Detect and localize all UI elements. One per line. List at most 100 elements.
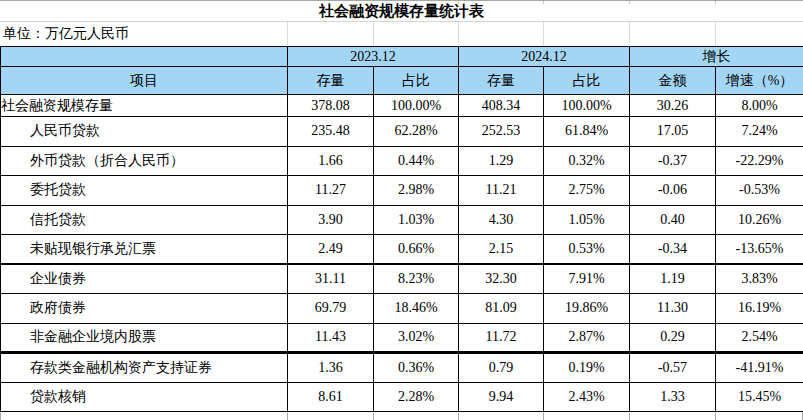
item-cell[interactable]: 未贴现银行承兑汇票 [1, 235, 288, 265]
sheet-gridline [373, 22, 374, 46]
item-cell[interactable]: 存款类金融机构资产支持证券 [1, 353, 288, 383]
value-cell[interactable]: 31.11 [288, 264, 374, 294]
subheader-stock-2023[interactable]: 存量 [288, 67, 374, 95]
value-cell[interactable]: 11.27 [288, 176, 374, 206]
subheader-growth-rate[interactable]: 增速（%） [716, 67, 803, 95]
value-cell[interactable]: -0.57 [630, 353, 716, 383]
subheader-share-2024[interactable]: 占比 [544, 67, 630, 95]
value-cell[interactable]: 2.75% [544, 176, 630, 206]
value-cell[interactable]: 235.48 [288, 117, 374, 147]
value-cell[interactable]: 0.66% [374, 235, 459, 265]
value-cell[interactable]: 4.30 [459, 205, 544, 235]
value-cell[interactable]: 0.29 [630, 323, 716, 353]
spreadsheet-view: 社会融资规模存量统计表 单位：万亿元人民币 2023.12 2024.12 增长 [0, 0, 803, 420]
value-cell[interactable]: 252.53 [459, 117, 544, 147]
value-cell[interactable]: 81.09 [459, 294, 544, 324]
value-cell[interactable]: -13.65% [716, 235, 803, 265]
sheet-gridline-tick [715, 1, 716, 4]
value-cell[interactable]: 19.86% [544, 294, 630, 324]
value-cell[interactable]: 10.26% [716, 205, 803, 235]
value-cell[interactable]: -0.37 [630, 146, 716, 176]
item-cell[interactable]: 政府债券 [1, 294, 288, 324]
value-cell[interactable]: 0.40 [630, 205, 716, 235]
value-cell[interactable]: 30.26 [630, 95, 716, 117]
table-row-government-bonds: 政府债券 69.79 18.46% 81.09 19.86% 11.30 16.… [1, 294, 803, 324]
value-cell[interactable]: 2.49 [288, 235, 374, 265]
value-cell[interactable]: 1.03% [374, 205, 459, 235]
value-cell[interactable]: 18.46% [374, 294, 459, 324]
header-2024-12[interactable]: 2024.12 [459, 47, 630, 67]
value-cell[interactable]: 378.08 [288, 95, 374, 117]
value-cell[interactable]: 0.44% [374, 146, 459, 176]
value-cell[interactable]: 7.91% [544, 264, 630, 294]
value-cell[interactable]: 7.24% [716, 117, 803, 147]
value-cell[interactable]: 2.87% [544, 323, 630, 353]
value-cell[interactable]: 32.30 [459, 264, 544, 294]
value-cell[interactable]: 16.19% [716, 294, 803, 324]
header-growth[interactable]: 增长 [630, 47, 803, 67]
value-cell[interactable]: 0.19% [544, 353, 630, 383]
value-cell[interactable]: 11.72 [459, 323, 544, 353]
value-cell[interactable]: 2.54% [716, 323, 803, 353]
value-cell[interactable]: 8.23% [374, 264, 459, 294]
value-cell[interactable]: -0.34 [630, 235, 716, 265]
value-cell[interactable]: 3.02% [374, 323, 459, 353]
value-cell[interactable]: 2.43% [544, 382, 630, 412]
value-cell[interactable]: 61.84% [544, 117, 630, 147]
value-cell[interactable]: 9.94 [459, 382, 544, 412]
subheader-stock-2024[interactable]: 存量 [459, 67, 544, 95]
subheader-amount[interactable]: 金额 [630, 67, 716, 95]
value-cell[interactable]: -41.91% [716, 353, 803, 383]
sheet-gridline [287, 412, 288, 420]
value-cell[interactable]: -22.29% [716, 146, 803, 176]
item-cell[interactable]: 社会融资规模存量 [1, 95, 288, 117]
value-cell[interactable]: 100.00% [374, 95, 459, 117]
value-cell[interactable]: 0.53% [544, 235, 630, 265]
sheet-gridline [0, 412, 1, 420]
value-cell[interactable]: 408.34 [459, 95, 544, 117]
value-cell[interactable]: 0.32% [544, 146, 630, 176]
value-cell[interactable]: 1.19 [630, 264, 716, 294]
value-cell[interactable]: 8.00% [716, 95, 803, 117]
value-cell[interactable]: 2.28% [374, 382, 459, 412]
value-cell[interactable]: -0.53% [716, 176, 803, 206]
header-2023-12[interactable]: 2023.12 [288, 47, 459, 67]
item-cell[interactable]: 企业债券 [1, 264, 288, 294]
item-cell[interactable]: 非金融企业境内股票 [1, 323, 288, 353]
value-cell[interactable]: 11.43 [288, 323, 374, 353]
value-cell[interactable]: 69.79 [288, 294, 374, 324]
sheet-gridline [373, 412, 374, 420]
value-cell[interactable]: 1.05% [544, 205, 630, 235]
item-cell[interactable]: 信托贷款 [1, 205, 288, 235]
table-row-corporate-bonds: 企业债券 31.11 8.23% 32.30 7.91% 1.19 3.83% [1, 264, 803, 294]
table-row-trust-loans: 信托贷款 3.90 1.03% 4.30 1.05% 0.40 10.26% [1, 205, 803, 235]
value-cell[interactable]: 62.28% [374, 117, 459, 147]
table-row-entrusted-loans: 委托贷款 11.27 2.98% 11.21 2.75% -0.06 -0.53… [1, 176, 803, 206]
value-cell[interactable]: 0.79 [459, 353, 544, 383]
value-cell[interactable]: 3.90 [288, 205, 374, 235]
value-cell[interactable]: 1.36 [288, 353, 374, 383]
item-cell[interactable]: 委托贷款 [1, 176, 288, 206]
value-cell[interactable]: 2.15 [459, 235, 544, 265]
value-cell[interactable]: 17.05 [630, 117, 716, 147]
value-cell[interactable]: 1.29 [459, 146, 544, 176]
value-cell[interactable]: 15.45% [716, 382, 803, 412]
value-cell[interactable]: 3.83% [716, 264, 803, 294]
value-cell[interactable]: 0.36% [374, 353, 459, 383]
subheader-share-2023[interactable]: 占比 [374, 67, 459, 95]
value-cell[interactable]: -0.06 [630, 176, 716, 206]
value-cell[interactable]: 1.33 [630, 382, 716, 412]
value-cell[interactable]: 2.98% [374, 176, 459, 206]
subheader-item[interactable]: 项目 [1, 67, 288, 95]
value-cell[interactable]: 11.21 [459, 176, 544, 206]
item-cell[interactable]: 外币贷款（折合人民币） [1, 146, 288, 176]
value-cell[interactable]: 11.30 [630, 294, 716, 324]
value-cell[interactable]: 100.00% [544, 95, 630, 117]
unit-note-row[interactable]: 单位：万亿元人民币 [0, 22, 803, 46]
sheet-gridline [458, 412, 459, 420]
item-cell[interactable]: 贷款核销 [1, 382, 288, 412]
item-cell[interactable]: 人民币贷款 [1, 117, 288, 147]
header-blank-cell[interactable] [1, 47, 288, 67]
value-cell[interactable]: 8.61 [288, 382, 374, 412]
value-cell[interactable]: 1.66 [288, 146, 374, 176]
